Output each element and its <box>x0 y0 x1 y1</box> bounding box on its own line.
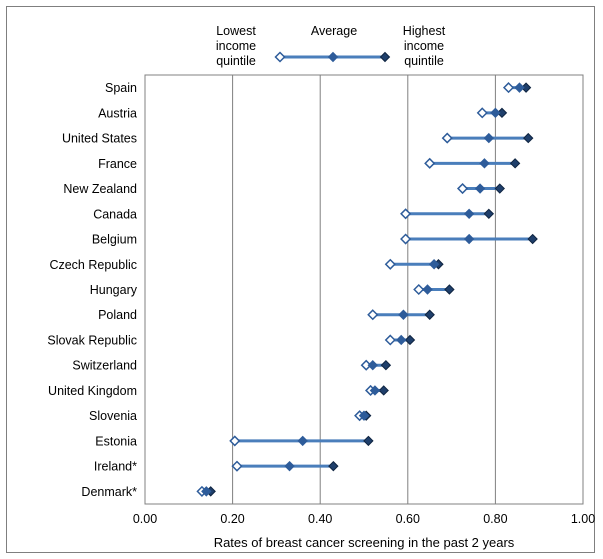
category-label: Canada <box>93 207 137 221</box>
average-point <box>201 486 212 497</box>
average-point <box>483 132 495 144</box>
category-label: Spain <box>105 81 137 95</box>
lowest-income-point <box>231 460 243 472</box>
x-tick-label: 0.80 <box>483 512 507 526</box>
category-label: Belgium <box>92 233 137 247</box>
category-labels: Spain Austria United States France New Zeala… <box>47 81 137 499</box>
average-point <box>297 435 308 447</box>
x-tick-label: 0.20 <box>220 512 244 526</box>
x-axis-label: Rates of breast cancer screening in the … <box>214 535 515 550</box>
highest-income-point <box>444 284 455 295</box>
gridlines <box>144 74 584 505</box>
x-tick-label: 0.00 <box>133 512 157 526</box>
category-label: New Zealand <box>63 182 137 196</box>
category-label: Switzerland <box>72 359 137 373</box>
plot-area <box>144 74 584 505</box>
highest-income-point <box>494 183 505 194</box>
average-point <box>514 82 525 93</box>
legend-highest-marker <box>379 51 391 63</box>
legend-lowest-label: Lowest <box>216 24 256 38</box>
x-tick-label: 0.60 <box>396 512 420 526</box>
average-point <box>463 233 475 245</box>
highest-income-point <box>424 309 435 320</box>
average-point <box>479 158 490 169</box>
highest-income-point <box>509 158 521 169</box>
legend-highest-label: Highest <box>403 24 446 38</box>
lowest-income-point <box>476 107 488 119</box>
category-label: Slovak Republic <box>47 333 137 347</box>
lowest-income-point <box>424 157 436 169</box>
data-rows <box>196 82 538 497</box>
legend-average-label: Average <box>311 24 357 38</box>
highest-income-point <box>363 435 374 447</box>
category-label: United States <box>62 132 137 146</box>
category-label: Ireland* <box>94 460 137 474</box>
lowest-income-point <box>400 233 412 245</box>
highest-income-point <box>483 208 495 220</box>
legend-lowest-marker <box>274 51 286 63</box>
lowest-income-point <box>384 258 396 270</box>
lowest-income-point <box>441 132 453 144</box>
legend-lowest-label: quintile <box>216 54 256 68</box>
lowest-income-point <box>367 309 379 321</box>
highest-income-point <box>527 233 538 245</box>
x-tick-labels: 0.00 0.20 0.40 0.60 0.80 1.00 <box>133 512 595 526</box>
x-tick-label: 0.40 <box>308 512 332 526</box>
average-point <box>398 309 409 320</box>
lowest-income-point <box>384 334 396 346</box>
lowest-income-point <box>229 435 241 447</box>
average-point <box>474 183 486 194</box>
category-label: Hungary <box>90 283 138 297</box>
average-point <box>369 385 381 396</box>
category-label: France <box>98 157 137 171</box>
highest-income-point <box>404 334 416 346</box>
category-label: United Kingdom <box>48 384 137 398</box>
average-point <box>422 284 433 295</box>
lowest-income-point <box>413 283 425 296</box>
legend-lowest-label: income <box>216 39 256 53</box>
category-label: Czech Republic <box>49 258 137 272</box>
legend-highest-label: income <box>404 39 444 53</box>
category-label: Denmark* <box>81 485 137 499</box>
average-point <box>284 460 295 472</box>
highest-income-point <box>523 132 534 144</box>
lowest-income-point <box>400 208 412 220</box>
average-point <box>428 259 440 270</box>
legend-average-marker <box>327 51 339 63</box>
lowest-income-point <box>502 82 515 94</box>
average-point <box>463 208 475 220</box>
legend-highest-label: quintile <box>404 54 444 68</box>
average-point <box>396 334 407 346</box>
lowest-income-point <box>456 182 469 195</box>
average-point <box>358 410 370 421</box>
category-label: Austria <box>98 106 137 120</box>
category-label: Estonia <box>95 434 137 448</box>
highest-income-point <box>378 385 389 396</box>
average-point <box>367 359 378 371</box>
chart-frame <box>6 6 595 553</box>
x-tick-label: 1.00 <box>571 512 595 526</box>
highest-income-point <box>328 460 339 472</box>
average-point <box>490 107 501 119</box>
highest-income-point <box>380 359 392 371</box>
category-label: Poland <box>98 308 137 322</box>
category-label: Slovenia <box>89 409 137 423</box>
